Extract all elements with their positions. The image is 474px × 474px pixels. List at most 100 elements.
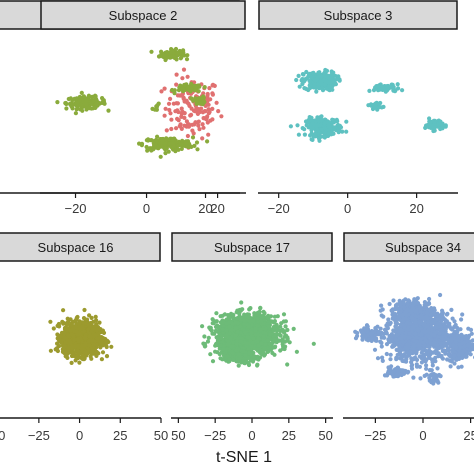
data-point [388, 357, 393, 362]
data-point [438, 341, 444, 346]
data-point [296, 73, 301, 78]
data-point [327, 123, 332, 128]
data-point [68, 328, 73, 333]
data-point [405, 325, 410, 330]
data-point [259, 315, 265, 320]
data-point [319, 81, 324, 86]
data-point [202, 334, 207, 339]
data-point [182, 115, 187, 120]
data-point [89, 338, 94, 343]
data-point [191, 131, 196, 136]
data-point [251, 318, 256, 324]
data-point [390, 85, 395, 90]
data-point [81, 320, 86, 325]
data-point [263, 342, 268, 347]
data-point [393, 337, 398, 342]
data-point [89, 101, 94, 106]
data-point [88, 320, 94, 326]
data-point [81, 94, 86, 99]
data-point [274, 340, 279, 345]
x-tick-label: 20 [409, 201, 423, 216]
data-point [219, 335, 224, 341]
data-point [167, 141, 173, 146]
data-point [160, 138, 165, 143]
data-point [196, 83, 201, 88]
data-point [433, 355, 438, 360]
data-point [417, 364, 422, 369]
data-point [212, 331, 217, 336]
data-point [272, 352, 277, 357]
data-point [265, 338, 270, 343]
data-point [61, 308, 66, 313]
data-point [287, 340, 292, 345]
data-point [187, 87, 192, 92]
data-point [60, 343, 65, 348]
data-point [202, 344, 207, 349]
data-point [207, 109, 212, 115]
data-point [158, 154, 163, 159]
x-tick-label: 0 [248, 428, 255, 443]
data-point [65, 320, 70, 325]
data-point [447, 324, 452, 329]
data-point [180, 76, 185, 81]
data-point [411, 375, 416, 380]
data-point [409, 357, 414, 362]
data-point [378, 326, 383, 331]
data-point [78, 325, 83, 331]
facet-strip-label: Subspace 3 [324, 8, 393, 23]
data-point [155, 134, 160, 139]
data-point [411, 347, 416, 352]
x-tick-label: 0 [76, 428, 83, 443]
data-point [392, 343, 397, 348]
data-point [413, 331, 418, 337]
x-tick-label: −25 [28, 428, 50, 443]
data-point [397, 330, 402, 335]
data-point [297, 84, 302, 89]
data-point [231, 357, 236, 362]
data-point [422, 321, 427, 326]
data-point [214, 311, 219, 316]
x-tick-label: 50 [154, 428, 168, 443]
data-point [210, 359, 216, 364]
data-point [83, 350, 88, 355]
data-point [83, 332, 88, 338]
data-point [271, 325, 276, 330]
data-point [205, 139, 210, 144]
data-point [419, 332, 424, 337]
data-point [59, 340, 64, 345]
data-point [63, 340, 68, 345]
data-point [109, 344, 114, 349]
data-point [417, 354, 422, 359]
data-point [306, 119, 311, 124]
data-point [310, 121, 315, 126]
data-point [84, 317, 90, 322]
data-point [375, 356, 381, 361]
data-point [423, 359, 428, 364]
data-point [260, 350, 265, 355]
data-point [176, 88, 182, 93]
data-point [416, 342, 421, 347]
data-point [206, 132, 211, 137]
data-point [262, 345, 267, 351]
data-point [304, 76, 309, 81]
data-point [246, 314, 251, 320]
data-point [101, 336, 106, 341]
data-point [282, 339, 288, 344]
data-point [144, 144, 149, 150]
data-point [300, 126, 305, 131]
data-point [93, 333, 98, 338]
data-point [171, 141, 176, 146]
data-point [216, 109, 221, 114]
facet-strip [343, 232, 474, 262]
data-point [186, 122, 192, 127]
panel-0: 20 [0, 0, 240, 216]
data-point [57, 324, 62, 329]
data-point [316, 70, 321, 75]
data-point [329, 69, 334, 74]
panel-2: Subspace 3−20 0 20 [258, 0, 458, 216]
data-point [163, 146, 168, 151]
data-point [205, 114, 210, 119]
data-point [379, 313, 384, 318]
data-point [247, 319, 252, 324]
data-point [398, 347, 403, 352]
